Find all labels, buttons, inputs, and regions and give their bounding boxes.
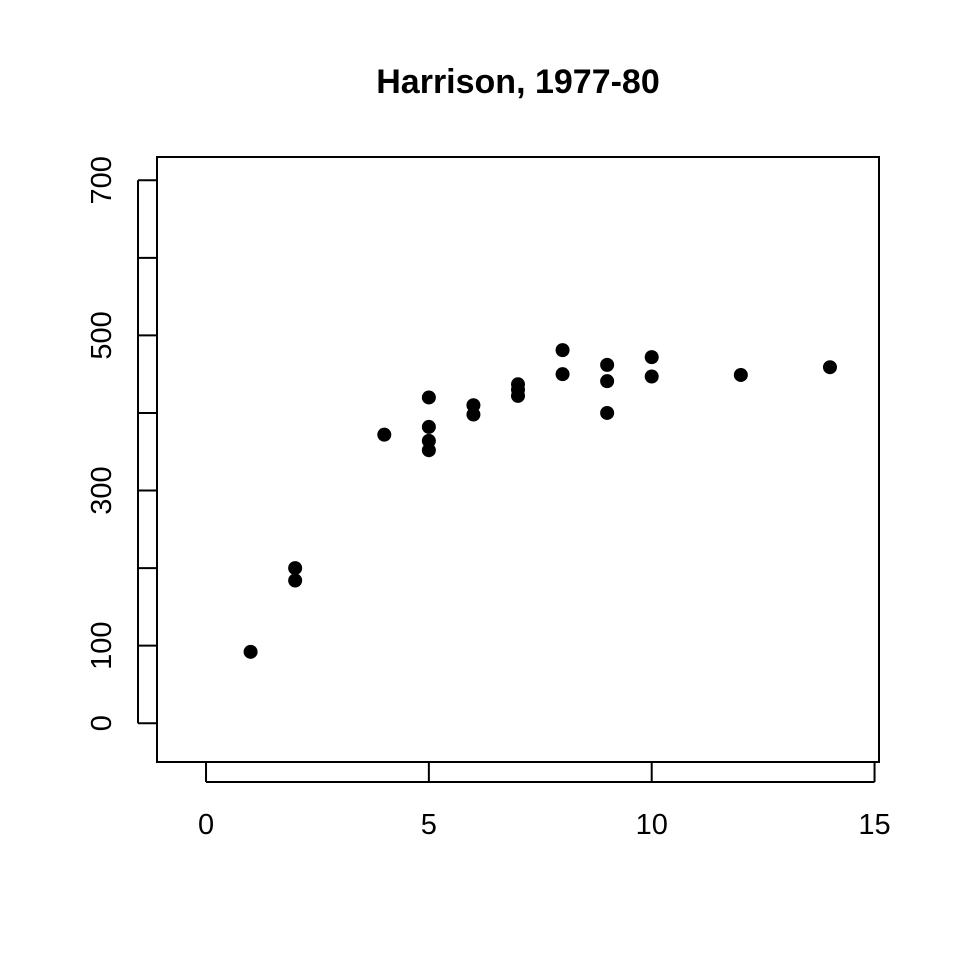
data-point	[288, 561, 303, 576]
data-point	[466, 407, 481, 422]
x-tick-label: 5	[421, 809, 437, 841]
y-tick-label: 300	[86, 466, 118, 514]
data-point	[600, 357, 615, 372]
x-axis: 0 5 10 15	[198, 763, 891, 841]
x-tick-label: 10	[636, 809, 668, 841]
chart-title: Harrison, 1977-80	[376, 63, 660, 101]
y-tick-label: 0	[86, 715, 118, 731]
x-tick-label: 0	[198, 809, 214, 841]
data-point	[243, 644, 258, 659]
data-point	[421, 390, 436, 405]
data-point	[644, 369, 659, 384]
data-point	[822, 360, 837, 375]
data-point	[600, 405, 615, 420]
data-point	[377, 427, 392, 442]
data-point	[600, 374, 615, 389]
y-axis: 0 100 300 500 700	[86, 156, 157, 731]
data-point	[421, 443, 436, 458]
x-tick-label: 15	[858, 809, 890, 841]
data-point	[288, 573, 303, 588]
data-point	[421, 419, 436, 434]
data-point	[555, 343, 570, 358]
plot-area-frame	[156, 156, 880, 763]
data-point	[733, 367, 748, 382]
y-tick-label: 500	[86, 311, 118, 359]
data-points	[243, 343, 837, 659]
data-point	[555, 367, 570, 382]
y-tick-label: 700	[86, 156, 118, 204]
data-point	[511, 388, 525, 403]
y-tick-label: 100	[86, 621, 118, 669]
data-point	[644, 350, 659, 365]
